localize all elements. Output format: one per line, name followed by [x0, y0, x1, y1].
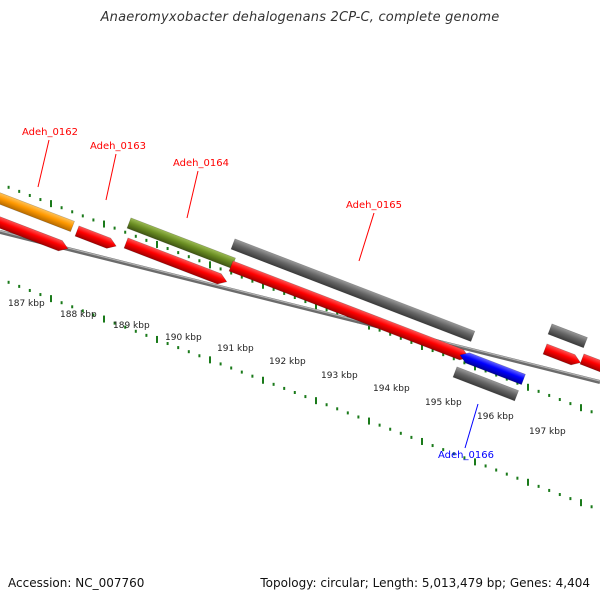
kbp-label: 187 kbp	[8, 299, 45, 309]
kbp-label: 191 kbp	[217, 344, 254, 354]
genome-summary-text: Topology: circular; Length: 5,013,479 bp…	[260, 576, 590, 590]
kbp-label: 190 kbp	[165, 333, 202, 343]
kbp-label: 188 kbp	[60, 310, 97, 320]
gene-callout-line	[186, 170, 199, 219]
gene-label[interactable]: Adeh_0165	[346, 200, 402, 211]
feature-blue-gene	[459, 352, 526, 385]
tick-row-lower	[7, 280, 593, 509]
feature-orange-cds	[0, 191, 75, 232]
gene-label[interactable]: Adeh_0162	[22, 127, 78, 138]
kbp-label: 192 kbp	[269, 357, 306, 367]
feature-red-gene-2	[74, 225, 117, 249]
kbp-label: 194 kbp	[373, 384, 410, 394]
feature-red-gene-6	[579, 353, 600, 376]
feature-gray-cds-right	[547, 323, 588, 349]
kbp-label: 189 kbp	[113, 321, 150, 331]
gene-label[interactable]: Adeh_0164	[173, 158, 229, 169]
map-title: Anaeromyxobacter dehalogenans 2CP-C, com…	[100, 10, 500, 25]
gene-callout-line	[37, 139, 50, 188]
gene-label[interactable]: Adeh_0163	[90, 141, 146, 152]
kbp-label: 195 kbp	[425, 398, 462, 408]
accession-text: Accession: NC_007760	[8, 576, 145, 590]
feature-gray-cds-long	[230, 238, 476, 342]
genome-backbone-highlight	[0, 230, 600, 382]
gene-callout-line	[464, 403, 479, 449]
feature-red-gene-3	[123, 237, 228, 285]
gene-label[interactable]: Adeh_0166	[438, 450, 494, 461]
genome-backbone	[0, 230, 600, 384]
feature-red-gene-5	[542, 343, 581, 366]
feature-red-gene-1	[0, 215, 69, 252]
feature-gray-cds-reverse	[452, 366, 519, 402]
feature-red-gene-4	[228, 260, 470, 361]
gene-callout-line	[358, 212, 375, 262]
kbp-label: 196 kbp	[477, 412, 514, 422]
gene-callout-line	[105, 153, 117, 201]
kbp-label: 197 kbp	[529, 427, 566, 437]
kbp-label: 193 kbp	[321, 371, 358, 381]
